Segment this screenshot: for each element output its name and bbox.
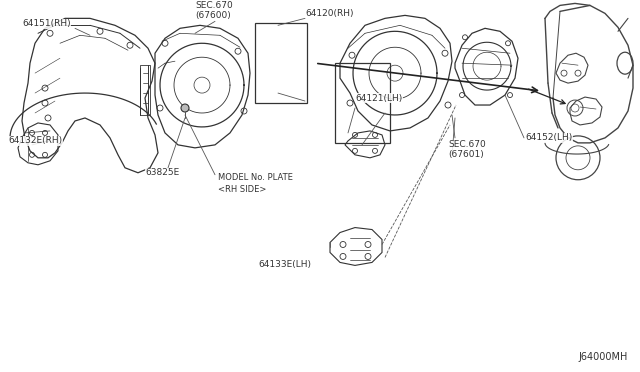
Text: 64120(RH): 64120(RH)	[305, 9, 353, 18]
Text: MODEL No. PLATE: MODEL No. PLATE	[218, 173, 293, 182]
Text: 64152(LH): 64152(LH)	[525, 134, 572, 142]
Text: (67600): (67600)	[195, 11, 231, 20]
Text: 64121(LH): 64121(LH)	[355, 93, 403, 103]
Text: SEC.670: SEC.670	[195, 1, 233, 10]
Text: (67601): (67601)	[448, 150, 484, 159]
Text: 64132E(RH): 64132E(RH)	[8, 137, 62, 145]
Bar	[255, 23, 307, 103]
Circle shape	[181, 104, 189, 112]
Text: SEC.670: SEC.670	[448, 140, 486, 150]
Text: 64133E(LH): 64133E(LH)	[258, 260, 311, 269]
Text: <RH SIDE>: <RH SIDE>	[218, 185, 266, 194]
Text: 63825E: 63825E	[145, 168, 179, 177]
Bar	[335, 63, 390, 143]
Text: 64151(RH): 64151(RH)	[22, 19, 70, 28]
Text: J64000MH: J64000MH	[579, 352, 628, 362]
